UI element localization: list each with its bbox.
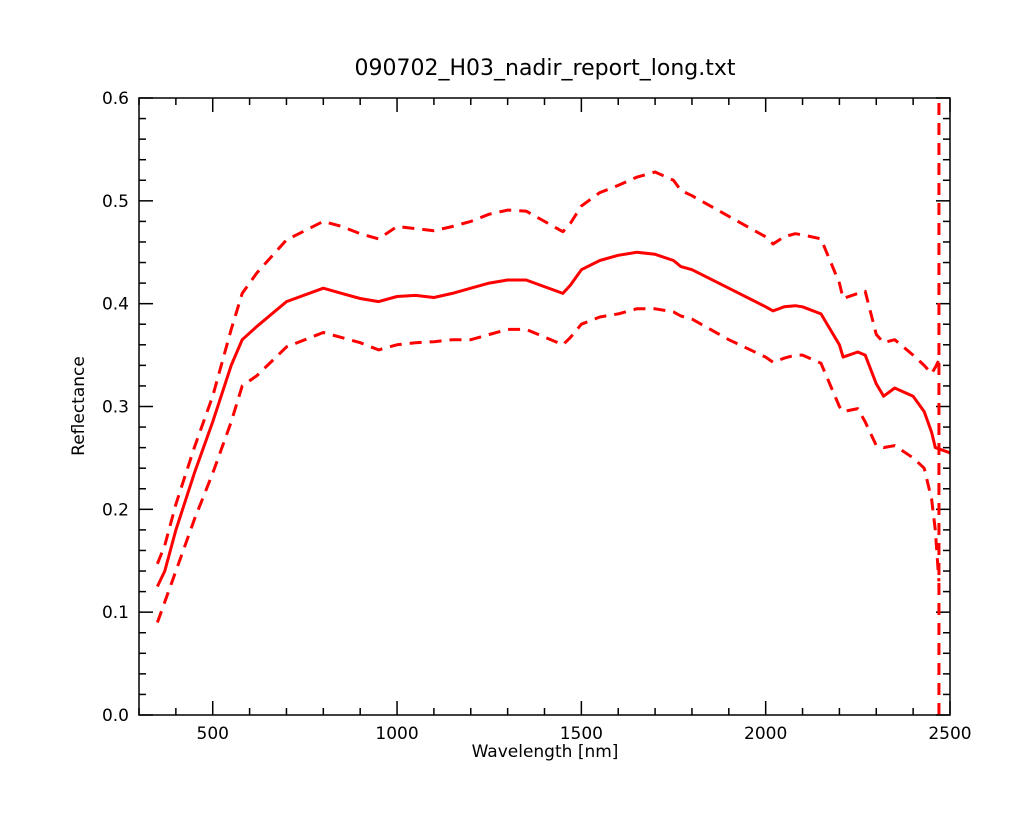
y-tick-label: 0.3: [102, 398, 129, 418]
chart-title: 090702_H03_nadir_report_long.txt: [354, 56, 735, 81]
mean-solid-line: [156, 250, 950, 588]
plot-area: 500 1000 1500 2000 2500 0.0 0.1 0.2 0.3 0.4 0.5 0.6: [102, 89, 972, 744]
y-tick-label: 0.5: [102, 192, 129, 212]
x-tick-label: 500: [197, 724, 229, 744]
x-tick-label: 2500: [928, 724, 971, 744]
x-tick-label: 1000: [375, 724, 418, 744]
tick-marks: [138, 97, 951, 716]
y-axis-label: Reflectance: [69, 356, 89, 456]
x-tick-label: 2000: [744, 724, 787, 744]
series-group: [155, 98, 950, 715]
y-tick-label: 0.2: [102, 500, 129, 520]
plot-frame: [138, 97, 951, 716]
x-axis-label: Wavelength [nm]: [472, 742, 619, 762]
upper-dashed-line: [156, 170, 941, 565]
lower-dashed-line: [155, 307, 941, 624]
x-tick-label: 1500: [560, 724, 603, 744]
y-tick-label: 0.6: [102, 89, 129, 109]
y-tick-label: 0.0: [102, 706, 129, 726]
y-tick-label: 0.1: [102, 603, 129, 623]
y-tick-label: 0.4: [102, 295, 129, 315]
